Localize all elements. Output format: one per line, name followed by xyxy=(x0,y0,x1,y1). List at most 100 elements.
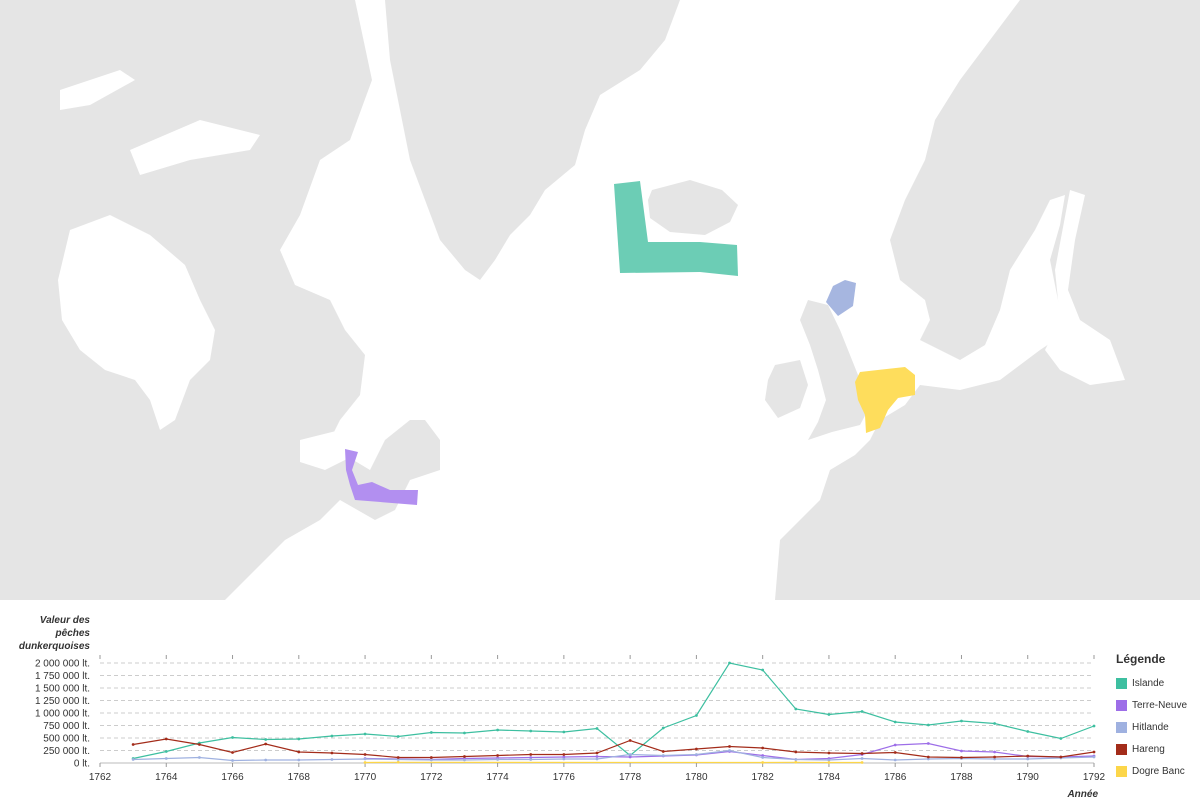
data-point[interactable] xyxy=(960,749,963,753)
data-point[interactable] xyxy=(131,743,135,746)
data-point[interactable] xyxy=(529,758,533,761)
data-point[interactable] xyxy=(860,710,864,713)
data-point[interactable] xyxy=(595,727,599,730)
data-point[interactable] xyxy=(926,723,930,727)
data-point[interactable] xyxy=(695,747,698,751)
data-point[interactable] xyxy=(396,756,400,759)
data-point[interactable] xyxy=(827,713,831,716)
data-point[interactable] xyxy=(695,753,698,756)
data-point[interactable] xyxy=(1026,730,1030,733)
data-point[interactable] xyxy=(496,728,499,732)
data-point[interactable] xyxy=(330,734,334,738)
data-point[interactable] xyxy=(264,742,268,746)
fishing-zones-map[interactable] xyxy=(0,0,1200,600)
series-line-hareng[interactable] xyxy=(133,738,1095,759)
data-point[interactable] xyxy=(761,746,765,750)
data-point[interactable] xyxy=(396,760,400,764)
data-point[interactable] xyxy=(529,753,533,756)
data-point[interactable] xyxy=(562,755,566,759)
data-point[interactable] xyxy=(993,757,996,761)
data-point[interactable] xyxy=(794,707,798,711)
zone-dogre-banc[interactable] xyxy=(855,367,915,433)
data-point[interactable] xyxy=(695,714,698,717)
data-point[interactable] xyxy=(363,732,367,736)
data-point[interactable] xyxy=(628,739,632,742)
data-point[interactable] xyxy=(893,751,897,754)
data-point[interactable] xyxy=(198,743,201,746)
data-point[interactable] xyxy=(562,753,566,756)
data-point[interactable] xyxy=(860,752,864,755)
legend-item[interactable]: Hitlande xyxy=(1116,716,1200,738)
data-point[interactable] xyxy=(330,758,334,761)
data-point[interactable] xyxy=(628,753,632,756)
data-point[interactable] xyxy=(1059,755,1063,759)
data-point[interactable] xyxy=(297,750,301,754)
data-point[interactable] xyxy=(960,756,963,759)
data-point[interactable] xyxy=(1092,724,1096,728)
data-point[interactable] xyxy=(794,760,798,764)
data-point[interactable] xyxy=(164,757,168,760)
data-point[interactable] xyxy=(595,757,599,761)
legend-item[interactable]: Terre-Neuve xyxy=(1116,694,1200,716)
data-point[interactable] xyxy=(595,751,599,755)
data-point[interactable] xyxy=(363,757,367,761)
data-point[interactable] xyxy=(562,757,566,761)
data-point[interactable] xyxy=(463,755,466,758)
series-line-islande[interactable] xyxy=(132,662,1095,760)
data-point[interactable] xyxy=(198,756,201,759)
data-point[interactable] xyxy=(463,731,466,735)
data-point[interactable] xyxy=(429,731,433,734)
data-point[interactable] xyxy=(363,761,367,764)
data-point[interactable] xyxy=(761,756,765,759)
data-point[interactable] xyxy=(1026,757,1030,761)
data-point[interactable] xyxy=(926,755,930,759)
data-point[interactable] xyxy=(827,758,831,762)
data-point[interactable] xyxy=(396,758,400,761)
legend-item[interactable]: Hareng xyxy=(1116,738,1200,760)
data-point[interactable] xyxy=(264,738,268,741)
data-point[interactable] xyxy=(661,754,665,757)
data-point[interactable] xyxy=(761,668,765,672)
data-point[interactable] xyxy=(728,661,731,665)
data-point[interactable] xyxy=(595,755,599,758)
data-point[interactable] xyxy=(1026,754,1030,758)
data-point[interactable] xyxy=(794,750,798,754)
data-point[interactable] xyxy=(661,726,665,730)
data-point[interactable] xyxy=(893,758,897,762)
data-point[interactable] xyxy=(264,758,268,762)
data-point[interactable] xyxy=(529,729,533,733)
data-point[interactable] xyxy=(1092,750,1096,754)
data-point[interactable] xyxy=(893,720,897,724)
data-point[interactable] xyxy=(993,755,996,759)
data-point[interactable] xyxy=(231,759,234,762)
data-point[interactable] xyxy=(761,754,765,757)
data-point[interactable] xyxy=(429,756,433,759)
zone-islande[interactable] xyxy=(614,181,738,276)
zone-hitlande[interactable] xyxy=(826,280,856,316)
zone-terre-neuve[interactable] xyxy=(345,449,418,505)
data-point[interactable] xyxy=(728,749,731,752)
data-point[interactable] xyxy=(960,719,963,723)
data-point[interactable] xyxy=(993,750,996,754)
data-point[interactable] xyxy=(926,757,930,761)
data-point[interactable] xyxy=(231,751,234,754)
legend-item[interactable]: Dogre Banc xyxy=(1116,760,1200,782)
data-point[interactable] xyxy=(363,753,367,756)
data-point[interactable] xyxy=(297,758,301,762)
data-point[interactable] xyxy=(297,737,301,741)
data-point[interactable] xyxy=(396,735,400,738)
data-point[interactable] xyxy=(529,756,533,759)
data-point[interactable] xyxy=(1059,737,1063,740)
data-point[interactable] xyxy=(728,745,731,748)
data-point[interactable] xyxy=(1092,755,1096,759)
data-point[interactable] xyxy=(661,750,665,753)
data-point[interactable] xyxy=(794,758,798,761)
data-point[interactable] xyxy=(860,761,864,764)
data-point[interactable] xyxy=(429,758,433,762)
data-point[interactable] xyxy=(926,742,930,745)
data-point[interactable] xyxy=(761,761,765,764)
data-point[interactable] xyxy=(827,761,831,764)
data-point[interactable] xyxy=(330,751,334,755)
legend-item[interactable]: Islande xyxy=(1116,672,1200,694)
data-point[interactable] xyxy=(993,722,996,725)
